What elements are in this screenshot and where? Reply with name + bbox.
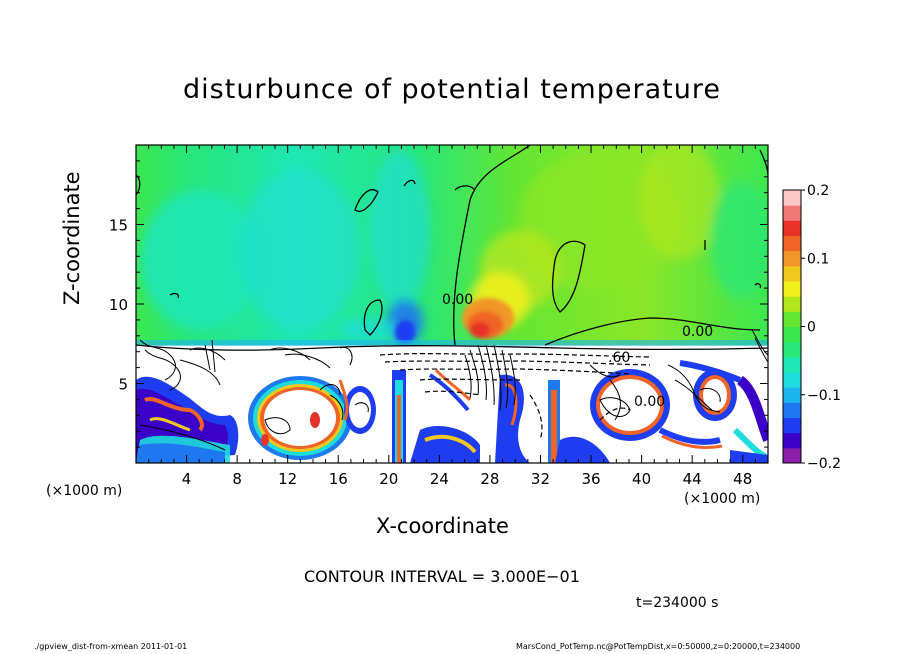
colorbar-segment <box>783 250 801 267</box>
x-tick-label: 20 <box>379 470 398 488</box>
x-tick-label: 12 <box>278 470 297 488</box>
x-unit-label-left: (×1000 m) <box>46 483 123 499</box>
colorbar-segment <box>783 296 801 312</box>
colorbar-segment <box>783 341 801 358</box>
colorbar-segment <box>783 265 801 282</box>
colorbar-segment <box>783 356 801 373</box>
x-axis-label: X-coordinate <box>376 514 509 538</box>
y-axis: 5 10 15 <box>109 144 768 464</box>
colorbar-segment <box>783 372 801 388</box>
colorbar-segment <box>783 281 801 297</box>
x-tick-label: 36 <box>581 470 600 488</box>
x-tick-label: 32 <box>531 470 550 488</box>
colorbar-segment <box>783 326 801 343</box>
colorbar-segment <box>783 190 801 206</box>
heatmap-field <box>136 145 768 463</box>
y-axis-label: Z-coordinate <box>60 171 84 305</box>
dashed-contours <box>379 353 651 441</box>
colorbar-segment <box>783 205 801 221</box>
colorbar-segment <box>783 311 801 327</box>
x-tick-label: 24 <box>430 470 449 488</box>
colorbar-segment <box>783 220 801 236</box>
contour-label: 0.00 <box>634 394 665 410</box>
x-tick-label: 44 <box>683 470 702 488</box>
colorbar-tick-label: 0.1 <box>807 251 829 267</box>
colorbar-segment <box>783 235 801 252</box>
colorbar: 0.2 0.1 0 −0.1 −0.2 <box>782 183 841 472</box>
contour-label: .60 <box>608 350 630 366</box>
colorbar-segment <box>783 417 801 434</box>
y-tick-label: 5 <box>118 376 128 394</box>
contour-interval-note: CONTOUR INTERVAL = 3.000E−01 <box>304 567 580 586</box>
x-unit-label-right: (×1000 m) <box>684 491 761 507</box>
x-tick-label: 16 <box>329 470 348 488</box>
y-tick-label: 15 <box>109 217 128 235</box>
footer-left: ./gpview_dist-from-xmean 2011-01-01 <box>34 642 188 651</box>
time-stamp: t=234000 s <box>636 595 719 611</box>
contour-labels: 0.00 0.00 .60 0.00 <box>442 292 713 410</box>
x-axis: 4 8 12 16 20 24 28 32 36 40 44 48 <box>135 145 769 488</box>
x-tick-label: 48 <box>733 470 752 488</box>
colorbar-segment <box>783 387 801 403</box>
contour-lines <box>136 145 768 351</box>
colorbar-segment <box>783 447 801 464</box>
x-tick-label: 40 <box>632 470 651 488</box>
turbulent-contours <box>139 329 768 451</box>
chart-title: disturbunce of potential temperature <box>183 74 721 105</box>
contour-label: 0.00 <box>682 324 713 340</box>
x-tick-label: 28 <box>480 470 499 488</box>
y-tick-label: 10 <box>109 296 128 314</box>
colorbar-tick-label: −0.1 <box>807 388 841 404</box>
footer-right: MarsCond_PotTemp.nc@PotTempDist,x=0:5000… <box>516 642 801 651</box>
x-tick-label: 4 <box>182 470 192 488</box>
colorbar-segment <box>783 432 801 449</box>
colorbar-tick-label: 0.2 <box>807 183 829 199</box>
colorbar-segment <box>783 402 801 418</box>
colorbar-tick-label: −0.2 <box>807 456 841 472</box>
colorbar-tick-label: 0 <box>807 320 816 336</box>
contour-label: 0.00 <box>442 292 473 308</box>
x-tick-label: 8 <box>232 470 242 488</box>
